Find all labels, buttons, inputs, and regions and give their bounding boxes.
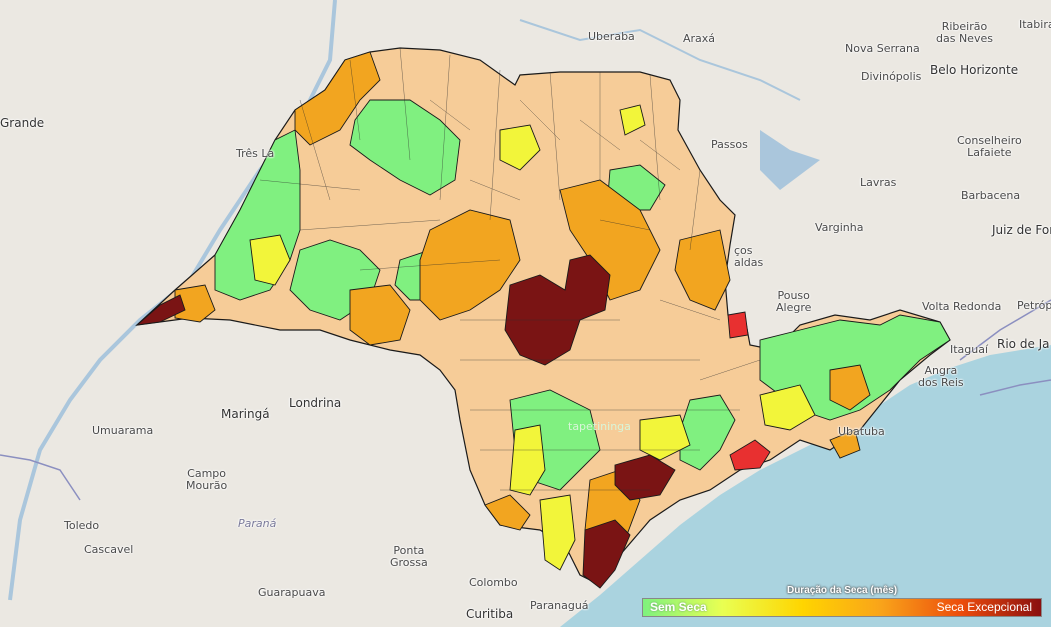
region-exceptional-southeast	[582, 519, 631, 589]
region-moderate-center-east	[559, 179, 661, 301]
legend-title: Duração da Seca (mês)	[786, 585, 898, 596]
label-campo-mourao: Campo Mourão	[186, 468, 227, 492]
region-exceptional-center	[504, 254, 611, 366]
region-moderate-east	[674, 229, 731, 311]
label-paranagua: Paranaguá	[530, 599, 589, 612]
label-campo-mourao-line2: Mourão	[186, 479, 228, 492]
label-juiz-de-fora: Juiz de For	[992, 223, 1051, 237]
label-lavras: Lavras	[860, 176, 897, 189]
label-pocos-line2: aldas	[734, 256, 764, 269]
label-angra-dos-reis: Angra dos Reis	[918, 365, 964, 389]
region-severe-coast	[729, 439, 771, 471]
state-border	[0, 299, 1051, 501]
atlantic-ocean	[560, 345, 1051, 627]
region-moderate-east2	[829, 364, 871, 411]
legend-min-label: Sem Seca	[650, 600, 707, 614]
label-londrina: Londrina	[289, 396, 342, 410]
label-passos: Passos	[711, 138, 748, 151]
label-ribeirao-das-neves-line1: Ribeirão	[941, 20, 988, 33]
label-curitiba: Curitiba	[466, 607, 514, 621]
label-conselheiro-lafaiete-line1: Conselheiro	[957, 134, 1022, 147]
label-campo-mourao-line1: Campo	[187, 467, 227, 480]
label-guarapuava: Guarapuava	[258, 586, 326, 599]
grande-river	[519, 19, 801, 101]
region-exceptional-far-west	[135, 294, 186, 326]
label-parana-state: Paraná	[238, 517, 277, 530]
label-toledo: Toledo	[64, 519, 100, 532]
region-severe-east	[727, 311, 749, 339]
label-pouso-alegre-line2: Alegre	[776, 301, 812, 314]
region-moderate-southwest2	[349, 284, 411, 346]
label-conselheiro-lafaiete: Conselheiro Lafaiete	[957, 135, 1022, 159]
label-ribeirao-das-neves-line2: das Neves	[936, 32, 993, 45]
label-cascavel: Cascavel	[84, 543, 134, 556]
region-mild-3	[509, 424, 546, 496]
region-exceptional-south	[614, 454, 676, 501]
region-mild-6	[759, 384, 816, 431]
region-mild-2	[499, 124, 541, 171]
label-ponta-grossa-line1: Ponta	[393, 544, 425, 557]
region-moderate-west	[294, 51, 381, 146]
municipal-boundaries	[259, 47, 761, 491]
label-pocos-line1: ços	[734, 244, 753, 257]
drought-legend: Duração da Seca (mês) Sem Seca Seca Exce…	[642, 585, 1042, 617]
label-pouso-alegre-line1: Pouso	[777, 289, 810, 302]
label-angra-line1: Angra	[924, 364, 958, 377]
label-grande: Grande	[0, 116, 45, 130]
label-itapetininga: tapetininga	[568, 420, 631, 433]
label-divinopolis: Divinópolis	[861, 70, 922, 83]
label-ubatuba: Ubatuba	[838, 425, 885, 438]
furnas-lake	[760, 130, 820, 190]
region-moderate-coast	[829, 429, 861, 459]
label-pocos-de-caldas: ços aldas	[734, 245, 763, 269]
label-colombo: Colombo	[469, 576, 518, 589]
label-tres-lagoas: Três La	[236, 147, 275, 160]
label-ponta-grossa-line2: Grossa	[390, 556, 428, 569]
region-moderate-southwest	[484, 494, 531, 531]
label-petropolis: Petrópo	[1017, 299, 1051, 312]
region-mild-7	[619, 104, 646, 136]
label-conselheiro-lafaiete-line2: Lafaiete	[967, 146, 1012, 159]
label-ribeirao-das-neves: Ribeirão das Neves	[936, 21, 993, 45]
label-itabira: Itabira	[1019, 18, 1051, 31]
label-pouso-alegre: Pouso Alegre	[776, 290, 811, 314]
drought-regions	[135, 51, 951, 589]
label-nova-serrana: Nova Serrana	[845, 42, 920, 55]
label-belo-horizonte: Belo Horizonte	[930, 63, 1019, 77]
region-mild-4	[539, 494, 576, 571]
label-angra-line2: dos Reis	[918, 376, 964, 389]
label-umuarama: Umuarama	[92, 424, 154, 437]
label-volta-redonda: Volta Redonda	[922, 300, 1002, 313]
label-maringa: Maringá	[221, 407, 270, 421]
label-itaguai: Itaguaí	[950, 343, 989, 356]
label-uberaba: Uberaba	[588, 30, 635, 43]
region-moderate-center	[419, 209, 521, 321]
region-mild-1	[249, 234, 291, 286]
label-ponta-grossa: Ponta Grossa	[390, 545, 428, 569]
region-mild-5	[639, 414, 691, 461]
legend-color-bar	[642, 598, 1042, 617]
legend-max-label: Seca Excepcional	[936, 600, 1032, 614]
label-rio-de-janeiro: Rio de Ja	[997, 337, 1050, 351]
label-araxa: Araxá	[683, 32, 716, 45]
region-no-drought-northwest	[349, 99, 461, 196]
label-varginha: Varginha	[815, 221, 864, 234]
label-barbacena: Barbacena	[961, 189, 1021, 202]
